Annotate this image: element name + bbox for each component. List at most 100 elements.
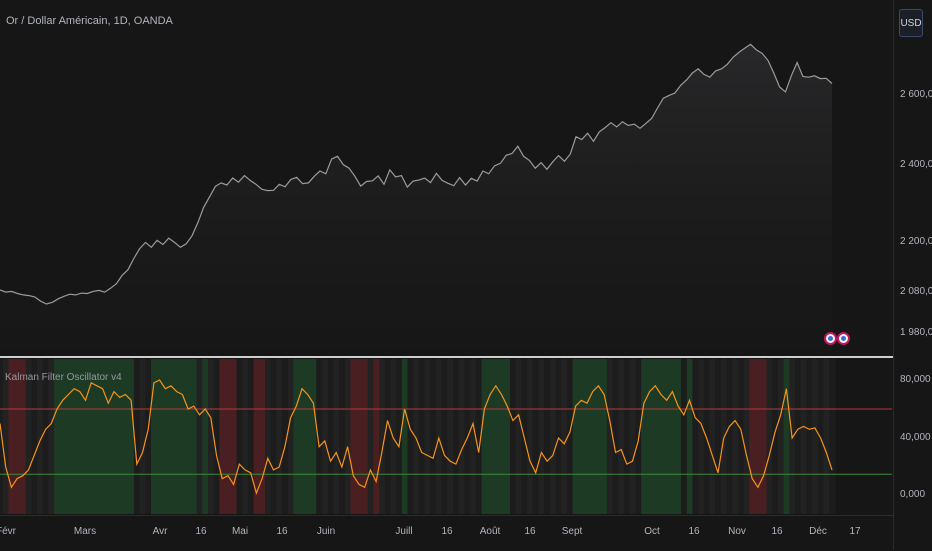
symbol-title: Or / Dollar Américain, 1D, OANDA — [6, 15, 173, 27]
zone-strip — [356, 359, 363, 514]
time-axis[interactable] — [0, 515, 932, 551]
time-tick: Déc — [809, 526, 827, 537]
zone-strip — [618, 359, 625, 514]
zone-strip — [703, 359, 711, 514]
zone-strip — [601, 359, 608, 514]
zone-strip — [196, 359, 203, 514]
zone-strip — [316, 359, 323, 514]
zone-strip — [179, 359, 186, 514]
time-tick: 16 — [276, 526, 288, 537]
zone-strip — [544, 359, 551, 514]
zone-strip — [367, 359, 374, 514]
zone-strip — [145, 359, 152, 514]
zone-strip — [743, 359, 750, 514]
time-tick: Avr — [152, 526, 168, 537]
price-line — [0, 43, 833, 305]
zone-strip — [396, 359, 403, 514]
zone-strip — [783, 359, 790, 514]
zone-strip — [94, 359, 101, 514]
zone-strip — [578, 359, 585, 514]
zone-strip — [350, 359, 357, 514]
zone-strip — [567, 359, 574, 514]
zone-strip — [253, 359, 260, 514]
time-tick: Sept — [561, 526, 583, 537]
economic-event-flag-icon[interactable] — [837, 332, 850, 345]
time-tick: Mars — [73, 526, 97, 537]
zone-strip — [247, 359, 255, 514]
zone-strip — [190, 359, 198, 514]
zone-strip — [715, 359, 722, 514]
indicator-title[interactable]: Kalman Filter Oscillator v4 — [5, 372, 122, 383]
osc-tick: 40,000 — [900, 432, 931, 443]
zone-strip — [48, 359, 55, 514]
price-tick: 2 400,000 — [900, 159, 932, 170]
zone-strip — [19, 359, 27, 514]
currency-button[interactable]: USD — [899, 9, 923, 37]
zone-strip — [658, 359, 665, 514]
zone-strip — [37, 359, 44, 514]
time-tick: Juill — [395, 526, 413, 537]
zone-strip — [361, 359, 369, 514]
zone-strip — [777, 359, 785, 514]
zone-strip — [435, 359, 443, 514]
zone-strip — [373, 359, 380, 514]
zone-strip — [304, 359, 312, 514]
zone-strip — [270, 359, 277, 514]
zone-strip — [59, 359, 67, 514]
zone-strip — [310, 359, 317, 514]
zone-strip — [71, 359, 78, 514]
zone-strip — [2, 359, 10, 514]
zone-strip — [8, 359, 15, 514]
zone-strip — [555, 359, 562, 514]
osc-tick: 0,000 — [900, 489, 926, 500]
zone-strip — [795, 359, 802, 514]
zone-strip — [641, 359, 648, 514]
zone-strip — [749, 359, 756, 514]
zone-strip — [538, 359, 545, 514]
economic-event-flag-icon[interactable] — [824, 332, 837, 345]
zone-strip — [151, 359, 158, 514]
price-tick: 1 980,000 — [900, 327, 932, 338]
zone-strip — [584, 359, 591, 514]
zone-strip — [510, 359, 517, 514]
zone-strip — [401, 359, 409, 514]
pane-separator[interactable] — [0, 356, 932, 358]
zone-strip — [99, 359, 106, 514]
price-tick: 2 200,000 — [900, 236, 932, 247]
zone-strip — [25, 359, 32, 514]
zone-strip — [669, 359, 676, 514]
zone-strip — [755, 359, 762, 514]
osc-tick: 80,000 — [900, 374, 931, 385]
zone-strip — [82, 359, 89, 514]
zone-strip — [173, 359, 181, 514]
zone-strip — [31, 359, 38, 514]
zone-strip — [287, 359, 295, 514]
zone-strip — [105, 359, 112, 514]
zone-strip — [413, 359, 420, 514]
zone-strip — [589, 359, 597, 514]
zone-strip — [128, 359, 135, 514]
zone-strip — [458, 359, 465, 514]
zone-strip — [760, 359, 768, 514]
zone-strip — [487, 359, 494, 514]
price-tick: 2 600,000 — [900, 89, 932, 100]
zone-strip — [88, 359, 95, 514]
zone-strip — [327, 359, 334, 514]
zone-strip — [521, 359, 528, 514]
zone-strip — [339, 359, 346, 514]
zone-strip — [213, 359, 220, 514]
zone-strip — [202, 359, 209, 514]
zone-strip — [692, 359, 699, 514]
zone-strip — [453, 359, 460, 514]
chart-plot-area[interactable] — [0, 0, 893, 515]
zone-strip — [208, 359, 215, 514]
price-axis[interactable] — [893, 0, 932, 550]
time-tick: 16 — [195, 526, 207, 537]
zone-strip — [549, 359, 557, 514]
time-tick: Nov — [728, 526, 746, 537]
zone-strip — [322, 359, 329, 514]
zone-strip — [293, 359, 300, 514]
zone-strip — [698, 359, 705, 514]
zone-strip — [430, 359, 437, 514]
zone-strip — [441, 359, 448, 514]
